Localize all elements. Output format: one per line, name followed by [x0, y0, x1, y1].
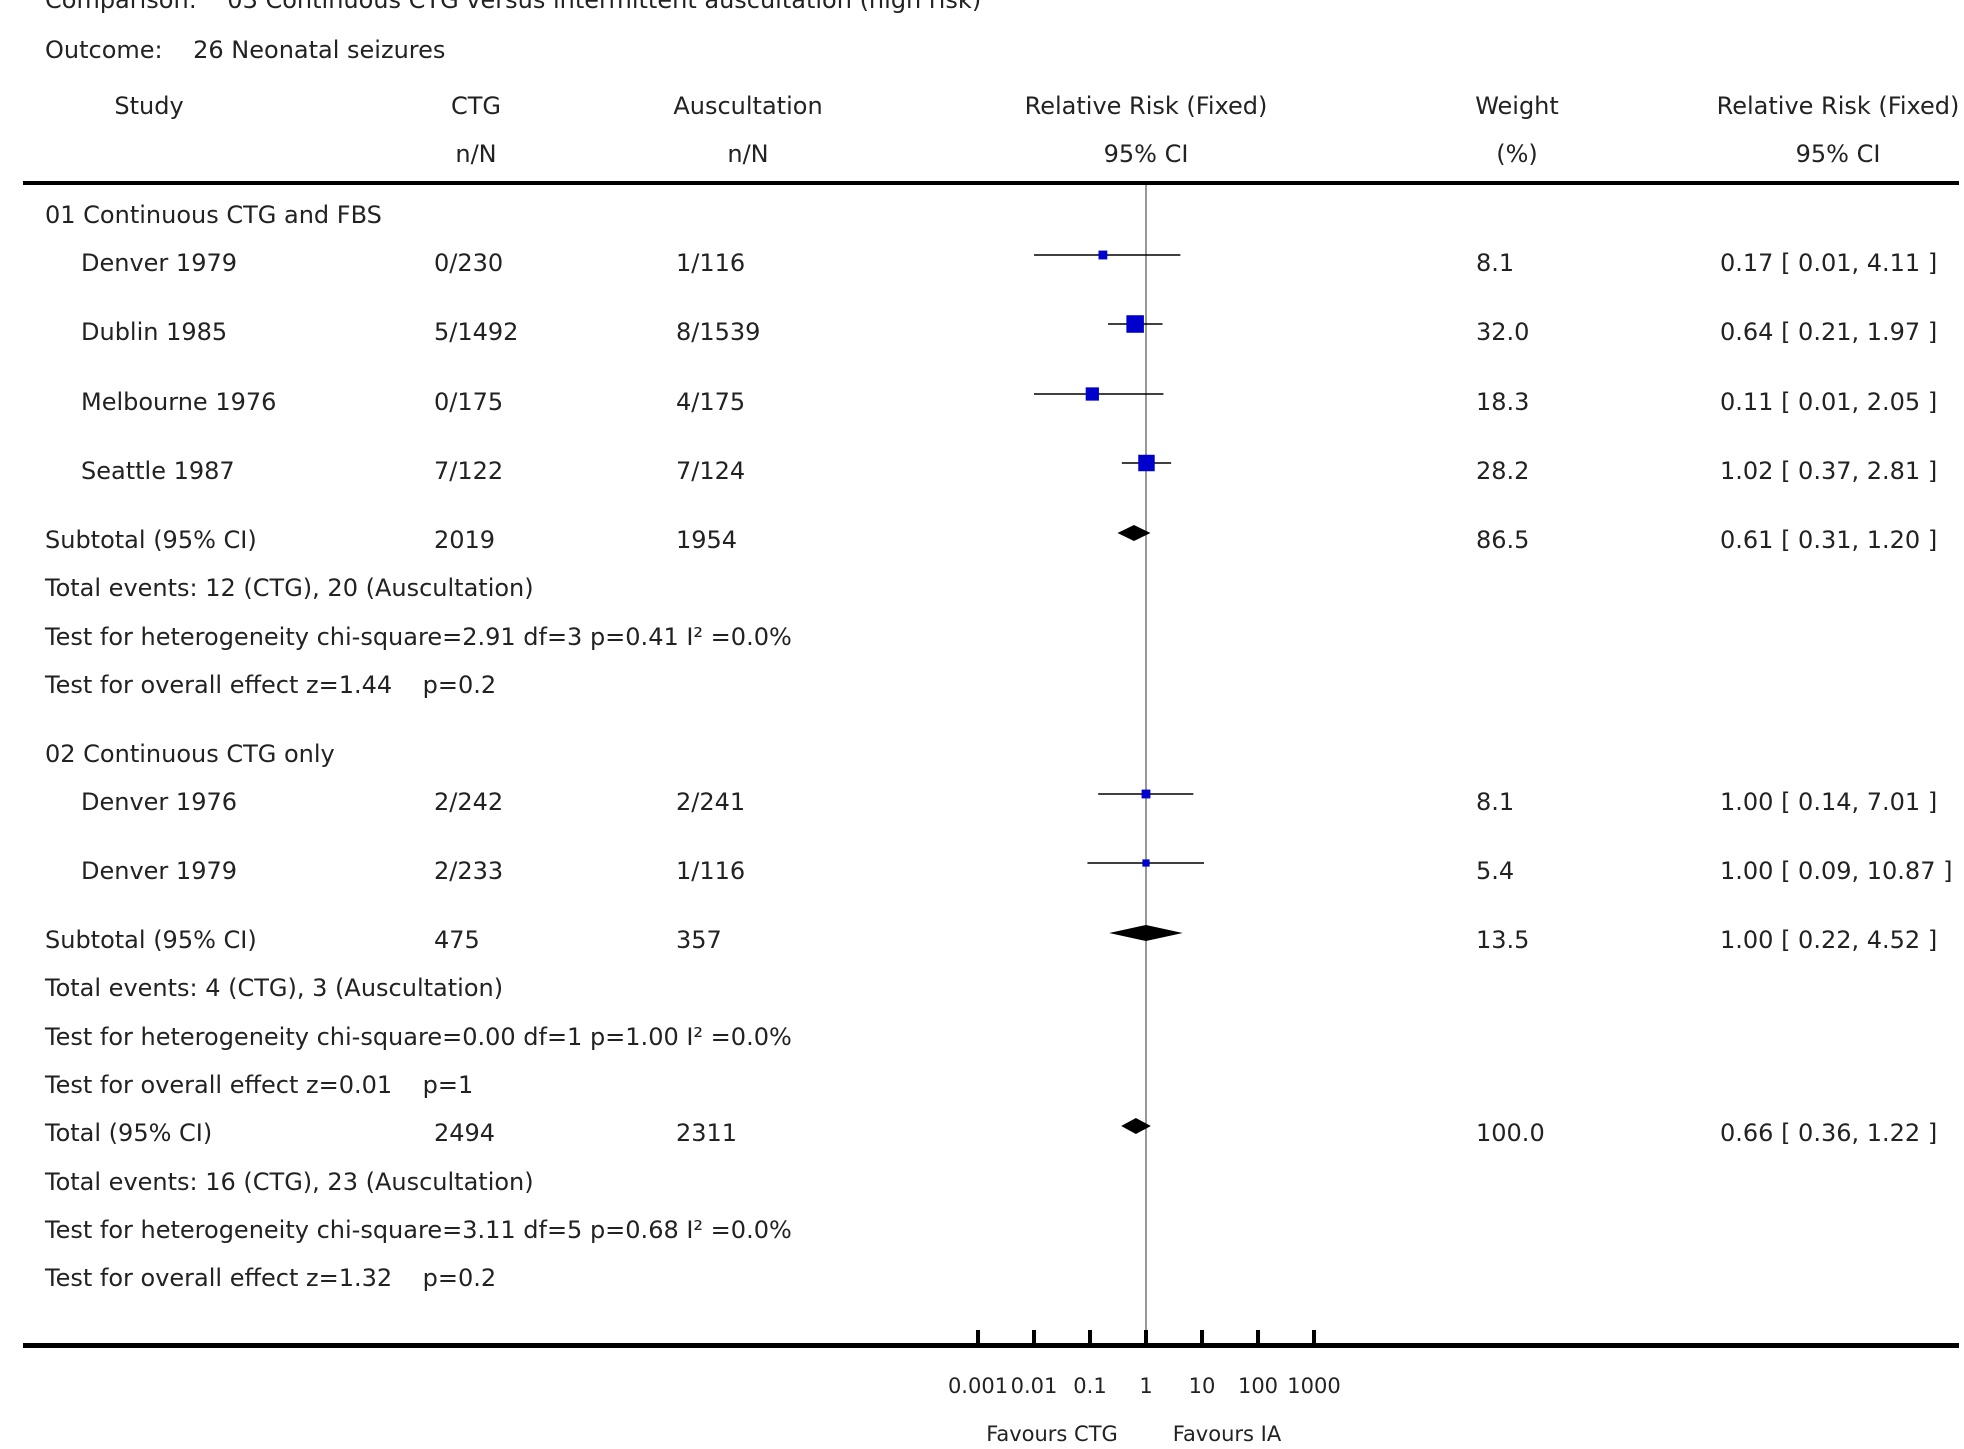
ctg-count: 2/242 [434, 788, 504, 816]
axis-tick-label: 0.001 [947, 1374, 1009, 1398]
study-marker [1141, 789, 1151, 799]
auscultation-count: 8/1539 [676, 318, 761, 346]
text-label: Total events: 16 (CTG), 23 (Auscultation… [45, 1168, 534, 1196]
weight-value: 18.3 [1476, 388, 1530, 416]
weight-value: 86.5 [1476, 526, 1530, 554]
axis-line [23, 1343, 1959, 1348]
header-weight: Weight [1475, 92, 1559, 120]
text-label: Test for overall effect z=1.32 p=0.2 [45, 1264, 497, 1292]
auscultation-count: 1/116 [676, 249, 746, 277]
header-auscultation-sub: n/N [727, 140, 769, 168]
summary-diamond [1109, 925, 1183, 941]
weight-value: 32.0 [1476, 318, 1530, 346]
ctg-count: 0/230 [434, 249, 504, 277]
study-label: Seattle 1987 [81, 457, 235, 485]
axis-tick-label: 100 [1237, 1374, 1279, 1398]
ctg-count: 0/175 [434, 388, 504, 416]
weight-value: 5.4 [1476, 857, 1515, 885]
weight-value: 100.0 [1476, 1119, 1545, 1147]
comparison-title: Comparison: 03 Continuous CTG versus int… [45, 0, 982, 14]
header-ctg: CTG [450, 92, 502, 120]
study-label: Dublin 1985 [81, 318, 228, 346]
text-label: Test for heterogeneity chi-square=3.11 d… [45, 1216, 792, 1244]
ctg-count: 2/233 [434, 857, 504, 885]
weight-value: 28.2 [1476, 457, 1530, 485]
header-divider [23, 181, 1959, 185]
auscultation-count: 2311 [676, 1119, 738, 1147]
header-rr: Relative Risk (Fixed) [1716, 92, 1960, 120]
weight-value: 13.5 [1476, 926, 1530, 954]
ctg-count: 2019 [434, 526, 496, 554]
header-study: Study [114, 92, 184, 120]
study-label: Denver 1979 [81, 857, 237, 885]
axis-tick-label: 10 [1188, 1374, 1216, 1398]
relative-risk-ci: 0.11 [ 0.01, 2.05 ] [1720, 388, 1938, 416]
header-weight-sub: (%) [1496, 140, 1538, 168]
relative-risk-ci: 1.02 [ 0.37, 2.81 ] [1720, 457, 1938, 485]
axis-tick-label: 0.1 [1073, 1374, 1107, 1398]
auscultation-count: 7/124 [676, 457, 746, 485]
text-label: Test for overall effect z=1.44 p=0.2 [45, 671, 497, 699]
relative-risk-ci: 0.64 [ 0.21, 1.97 ] [1720, 318, 1938, 346]
relative-risk-ci: 0.66 [ 0.36, 1.22 ] [1720, 1119, 1938, 1147]
header-plot-sub: 95% CI [1103, 140, 1189, 168]
study-marker [1142, 859, 1150, 867]
ctg-count: 475 [434, 926, 480, 954]
group-label: 01 Continuous CTG and FBS [45, 201, 382, 229]
relative-risk-ci: 0.17 [ 0.01, 4.11 ] [1720, 249, 1938, 277]
header-auscultation: Auscultation [673, 92, 823, 120]
study-marker [1138, 454, 1155, 472]
relative-risk-ci: 1.00 [ 0.22, 4.52 ] [1720, 926, 1938, 954]
axis-tick-label: 1000 [1287, 1374, 1341, 1398]
subtotal-label: Subtotal (95% CI) [45, 526, 257, 554]
study-marker [1126, 315, 1144, 333]
summary-diamond [1117, 525, 1151, 541]
relative-risk-ci: 1.00 [ 0.09, 10.87 ] [1720, 857, 1953, 885]
text-label: Test for overall effect z=0.01 p=1 [45, 1071, 474, 1099]
study-label: Denver 1976 [81, 788, 237, 816]
relative-risk-ci: 0.61 [ 0.31, 1.20 ] [1720, 526, 1938, 554]
text-label: Test for heterogeneity chi-square=0.00 d… [45, 1023, 792, 1051]
auscultation-count: 2/241 [676, 788, 746, 816]
axis-tick-label: 1 [1139, 1374, 1153, 1398]
text-label: Test for heterogeneity chi-square=2.91 d… [45, 623, 792, 651]
group-label: 02 Continuous CTG only [45, 740, 335, 768]
text-label: Total events: 4 (CTG), 3 (Auscultation) [45, 974, 504, 1002]
text-label: Total events: 12 (CTG), 20 (Auscultation… [45, 574, 534, 602]
auscultation-count: 357 [676, 926, 722, 954]
ctg-count: 5/1492 [434, 318, 519, 346]
relative-risk-ci: 1.00 [ 0.14, 7.01 ] [1720, 788, 1938, 816]
favours-ia-label: Favours IA [1172, 1422, 1282, 1446]
axis-tick-label: 0.01 [1010, 1374, 1058, 1398]
header-rr-sub: 95% CI [1795, 140, 1881, 168]
auscultation-count: 4/175 [676, 388, 746, 416]
header-plot: Relative Risk (Fixed) [1024, 92, 1268, 120]
header-ctg-sub: n/N [455, 140, 497, 168]
weight-value: 8.1 [1476, 788, 1515, 816]
study-marker [1085, 387, 1099, 401]
summary-diamond [1121, 1118, 1151, 1134]
study-label: Melbourne 1976 [81, 388, 277, 416]
auscultation-count: 1/116 [676, 857, 746, 885]
study-marker [1098, 250, 1108, 260]
subtotal-label: Total (95% CI) [45, 1119, 213, 1147]
ctg-count: 7/122 [434, 457, 504, 485]
ctg-count: 2494 [434, 1119, 496, 1147]
subtotal-label: Subtotal (95% CI) [45, 926, 257, 954]
favours-ctg-label: Favours CTG [986, 1422, 1118, 1446]
weight-value: 8.1 [1476, 249, 1515, 277]
outcome-title: Outcome: 26 Neonatal seizures [45, 36, 446, 64]
auscultation-count: 1954 [676, 526, 738, 554]
study-label: Denver 1979 [81, 249, 237, 277]
